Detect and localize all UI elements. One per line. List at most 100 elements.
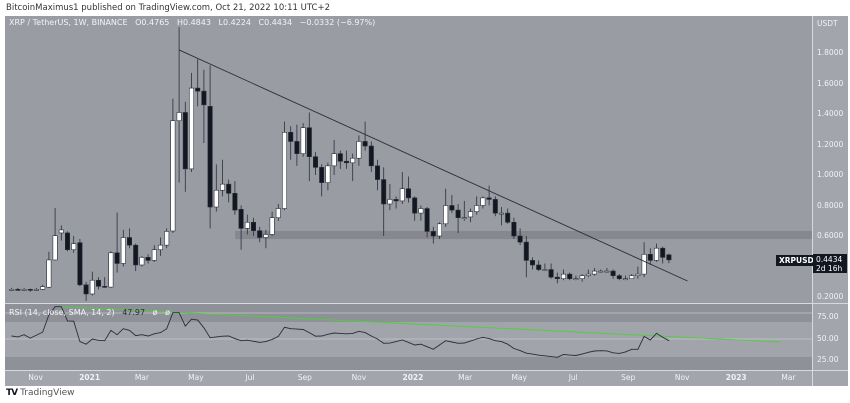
- candle-body-up: [33, 289, 39, 291]
- candle-body-up: [158, 244, 164, 251]
- candle-body-down: [343, 160, 349, 164]
- rsi-point: [556, 356, 558, 358]
- candle: [505, 208, 511, 224]
- candle: [610, 269, 616, 279]
- rsi-point: [420, 343, 422, 345]
- price-tick: 1.6000: [817, 78, 844, 88]
- time-tick: Sep: [621, 373, 636, 382]
- candle: [21, 287, 27, 291]
- candle: [170, 98, 176, 233]
- candle-body-down: [182, 112, 188, 170]
- rsi-point: [581, 353, 583, 355]
- rsi-point: [85, 343, 87, 345]
- candle: [27, 288, 33, 292]
- rsi-point: [594, 350, 595, 352]
- candle-body-up: [58, 229, 64, 234]
- time-tick: Sep: [297, 373, 312, 382]
- candle: [251, 217, 257, 236]
- candle: [436, 222, 442, 240]
- candle-body-up: [269, 217, 275, 235]
- candle-body-down: [523, 241, 529, 261]
- candle-body-down: [319, 167, 325, 183]
- price-tick: 1.0000: [817, 170, 844, 179]
- rsi-point: [519, 350, 521, 352]
- rsi-point: [178, 312, 180, 314]
- candle-body-up: [436, 223, 442, 237]
- rsi-point: [439, 344, 440, 346]
- rsi-point: [135, 335, 137, 336]
- candle-body-up: [275, 208, 281, 219]
- rsi-point: [488, 338, 490, 339]
- rsi-point: [315, 335, 316, 337]
- candle-body-down: [312, 156, 318, 168]
- candle: [536, 260, 542, 272]
- candle-body-up: [399, 188, 405, 202]
- candle-body-up: [108, 252, 114, 288]
- candle-body-up: [474, 205, 480, 212]
- candle: [312, 152, 318, 175]
- candle-body-down: [226, 183, 232, 194]
- candle: [145, 254, 151, 264]
- candle-body-up: [418, 208, 424, 214]
- rsi-point: [587, 351, 589, 353]
- candle: [325, 162, 331, 191]
- candle: [387, 184, 393, 211]
- candle-body-up: [220, 183, 226, 191]
- candle-body-down: [405, 188, 411, 199]
- rsi-point: [98, 339, 99, 341]
- price-trendline[interactable]: [178, 49, 688, 282]
- candle-body-down: [201, 90, 207, 106]
- candle: [337, 150, 343, 169]
- rsi-point: [370, 335, 372, 337]
- candle: [294, 124, 300, 166]
- rsi-point: [265, 341, 267, 342]
- candle-body-down: [374, 165, 380, 180]
- candle: [9, 287, 15, 291]
- rsi-point: [333, 332, 335, 334]
- candle-body-down: [449, 205, 455, 211]
- rsi-point: [662, 336, 664, 338]
- candle-body-down: [430, 231, 436, 237]
- candle-body-up: [281, 132, 287, 209]
- candle: [573, 275, 579, 281]
- rsi-point: [203, 327, 205, 329]
- candle-body-up: [89, 279, 95, 295]
- candle: [523, 236, 529, 278]
- candle: [666, 253, 672, 264]
- tradingview-logo[interactable]: TV TradingView: [6, 388, 75, 398]
- price-axis-unit: USDT: [817, 19, 838, 28]
- candle: [622, 275, 628, 281]
- rsi-point: [569, 354, 571, 356]
- logo-text: TradingView: [20, 388, 75, 398]
- candle: [647, 248, 653, 265]
- rsi-point: [259, 342, 261, 343]
- candle: [418, 205, 424, 221]
- candle-body-down: [567, 273, 573, 279]
- candle: [133, 243, 139, 272]
- candle: [127, 228, 133, 249]
- candle: [288, 126, 294, 160]
- candle: [65, 231, 71, 252]
- rsi-point: [575, 355, 577, 356]
- rsi-point: [79, 341, 81, 342]
- candle-body-down: [616, 275, 622, 279]
- support-zone: [235, 230, 813, 240]
- candle: [226, 179, 232, 203]
- candle: [71, 236, 77, 253]
- candle: [58, 225, 64, 241]
- candle-body-up: [170, 120, 176, 232]
- last-price-tag: 0.4434 2d 16h: [813, 254, 847, 273]
- candle: [114, 212, 120, 273]
- candle-body-down: [114, 252, 120, 264]
- rsi-point: [277, 336, 279, 337]
- time-tick: Nov: [28, 373, 43, 382]
- candle-body-up: [591, 270, 597, 275]
- candle: [238, 205, 244, 250]
- candle-body-down: [647, 254, 653, 261]
- candle: [517, 228, 523, 246]
- legend-open: O0.4765: [135, 18, 170, 27]
- candle-body-up: [579, 275, 585, 279]
- rsi-point: [513, 348, 515, 349]
- candle: [591, 268, 597, 276]
